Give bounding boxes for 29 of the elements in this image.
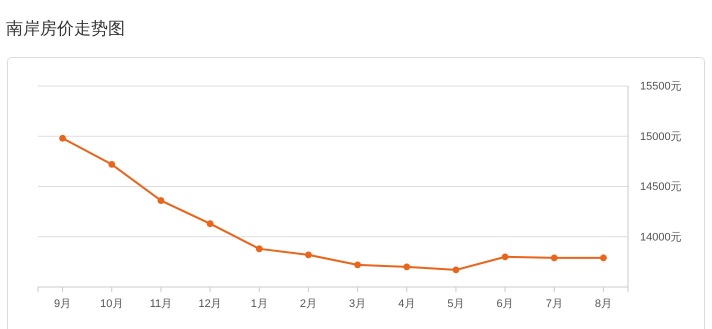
x-tick-label: 5月	[447, 298, 464, 310]
y-tick-label: 15000元	[640, 130, 682, 143]
point	[354, 262, 361, 268]
x-tick-label: 12月	[198, 298, 222, 310]
x-tick-label: 3月	[349, 298, 366, 310]
point	[108, 161, 116, 168]
point	[305, 251, 312, 258]
point	[452, 266, 460, 274]
point	[403, 264, 410, 270]
point	[256, 245, 263, 252]
y-tick-label: 14500元	[640, 181, 682, 194]
x-tick-label: 4月	[398, 298, 416, 310]
point	[158, 197, 164, 204]
x-tick-label: 8月	[594, 298, 612, 310]
point	[59, 134, 66, 142]
point	[600, 254, 607, 262]
point	[206, 220, 214, 228]
y-tick-label: 14000元	[640, 231, 682, 244]
x-tick-label: 9月	[54, 298, 72, 310]
x-tick-label: 7月	[546, 298, 563, 310]
x-tick-label: 10月	[100, 298, 124, 310]
x-tick-label: 1月	[250, 298, 268, 310]
point	[502, 253, 508, 260]
x-tick-label: 11月	[150, 298, 172, 310]
x-tick-label: 2月	[300, 298, 317, 310]
x-tick-label: 6月	[496, 298, 514, 310]
point	[550, 254, 558, 262]
chart-title: 南岸房价走势图	[6, 19, 125, 39]
y-tick-label: 15500元	[640, 80, 682, 93]
